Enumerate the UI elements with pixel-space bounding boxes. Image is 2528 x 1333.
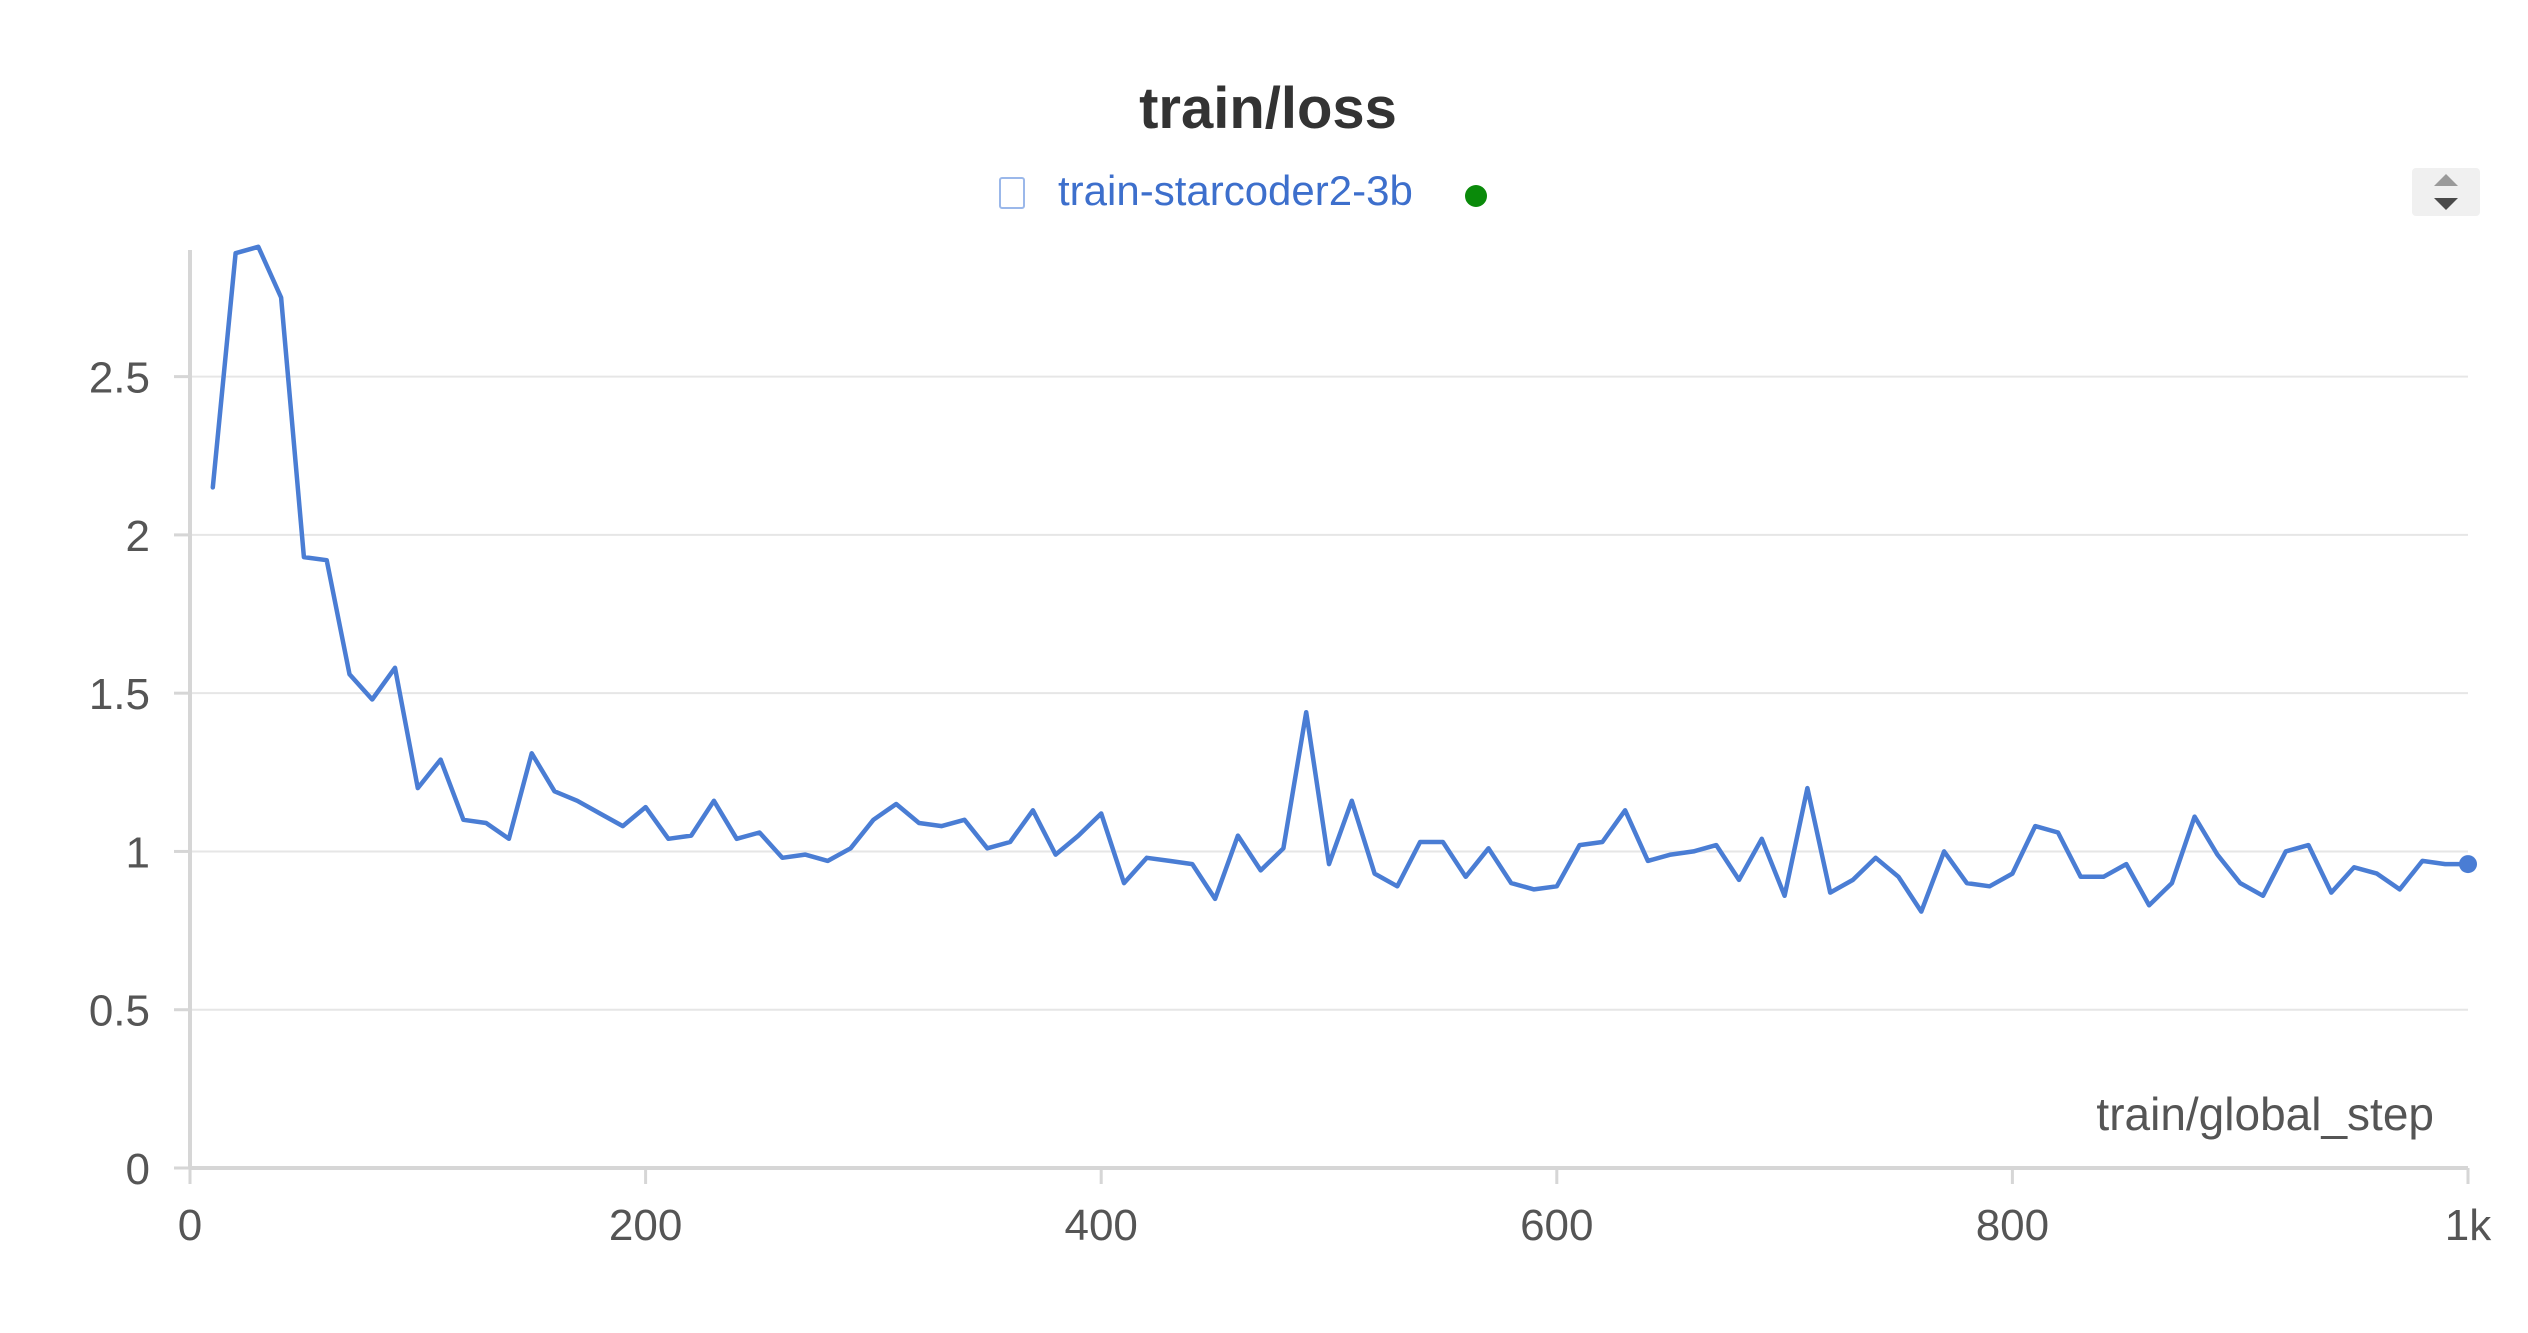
y-tick-label: 0 <box>126 1145 150 1194</box>
legend-series-label[interactable]: train-starcoder2-3b <box>1058 167 1413 214</box>
chevron-up-icon[interactable] <box>2434 174 2458 186</box>
grid-lines <box>190 375 2468 1011</box>
series-layer <box>210 244 2477 914</box>
y-tick-label: 1 <box>126 828 150 877</box>
x-tick-label: 600 <box>1520 1201 1593 1250</box>
x-tick-label: 400 <box>1064 1201 1137 1250</box>
series-end-point[interactable] <box>2459 855 2477 874</box>
y-tick-label: 0.5 <box>89 987 150 1036</box>
legend[interactable]: train-starcoder2-3b <box>999 167 1487 214</box>
x-tick-label: 200 <box>609 1201 682 1250</box>
chevron-down-icon[interactable] <box>2434 198 2458 210</box>
y-tick-label: 2.5 <box>89 354 150 403</box>
axes <box>174 250 2470 1184</box>
legend-scroll-button[interactable] <box>2412 168 2480 216</box>
legend-checkbox-icon[interactable] <box>999 177 1025 209</box>
y-tick-label: 2 <box>126 512 150 561</box>
chart-title: train/loss <box>1139 76 1397 141</box>
run-status-dot-icon <box>1465 185 1487 207</box>
x-tick-label: 1k <box>2445 1201 2492 1250</box>
x-tick-label: 800 <box>1976 1201 2049 1250</box>
y-tick-label: 1.5 <box>89 670 150 719</box>
x-tick-label: 0 <box>178 1201 202 1250</box>
x-axis-title: train/global_step <box>2096 1088 2434 1140</box>
labels-layer: 0 0.5 1 1.5 2 2.5 0 200 400 600 800 1k train/global_… <box>89 354 2492 1250</box>
series-line[interactable] <box>210 244 2471 914</box>
